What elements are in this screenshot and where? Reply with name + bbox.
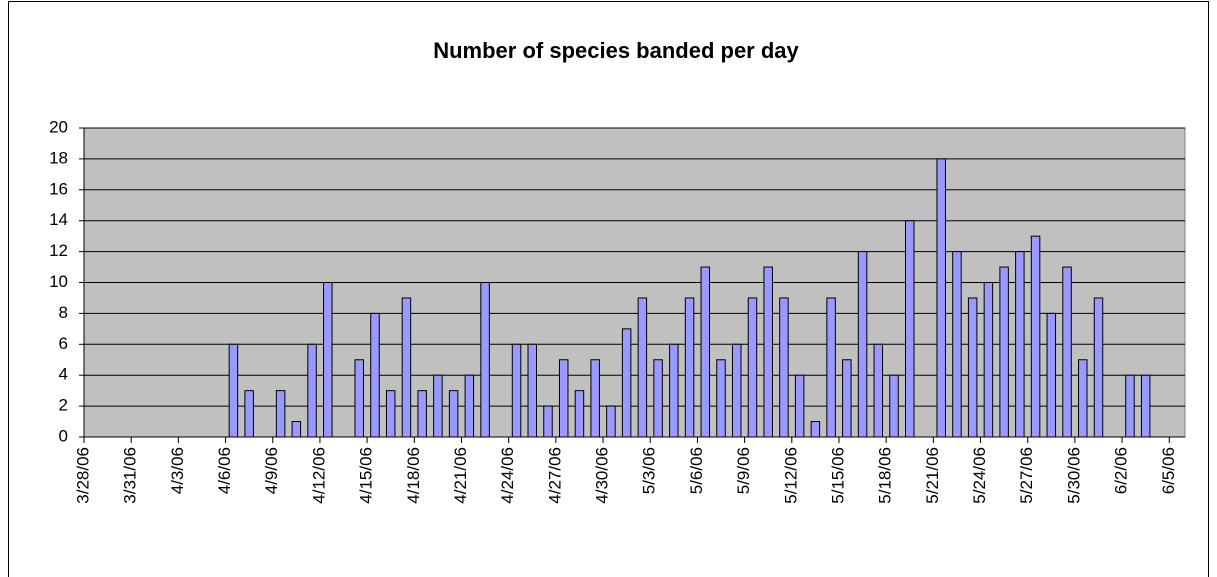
y-tick-label: 14 [49, 210, 68, 229]
x-tick-label: 4/9/06 [262, 447, 281, 494]
bar [527, 343, 538, 438]
bar [873, 343, 884, 438]
x-tick-label: 4/24/06 [498, 447, 517, 504]
x-tick-label: 5/21/06 [923, 447, 942, 504]
bar [857, 251, 868, 438]
x-tick-label: 3/28/06 [73, 447, 92, 504]
x-tick-label: 5/6/06 [687, 447, 706, 494]
x-tick-label: 3/31/06 [121, 447, 140, 504]
bar [731, 343, 742, 438]
bar [700, 266, 711, 438]
x-tick-label: 5/24/06 [970, 447, 989, 504]
x-tick-label: 4/12/06 [309, 447, 328, 504]
x-tick-label: 4/30/06 [593, 447, 612, 504]
x-tick-label: 4/21/06 [451, 447, 470, 504]
bar [1046, 312, 1057, 438]
bar [1062, 266, 1072, 438]
bar [716, 359, 726, 438]
bar [983, 282, 994, 438]
bar [1140, 374, 1151, 438]
bar [244, 390, 254, 438]
bar [323, 282, 333, 438]
bar [1015, 251, 1025, 438]
bar [464, 374, 475, 438]
y-tick-label: 6 [59, 334, 68, 353]
y-tick-label: 18 [49, 148, 68, 167]
x-tick-label: 5/27/06 [1017, 447, 1036, 504]
bar [370, 312, 380, 438]
bar [653, 359, 663, 438]
bar [448, 390, 459, 438]
bar [228, 343, 239, 438]
bar [826, 297, 836, 438]
bar [558, 359, 569, 438]
x-tick-label: 5/18/06 [876, 447, 895, 504]
x-tick-label: 4/3/06 [168, 447, 187, 494]
y-tick-label: 4 [59, 365, 68, 384]
bar [291, 421, 302, 438]
bar [779, 297, 789, 438]
bar [1030, 235, 1041, 438]
bar [574, 390, 585, 438]
x-tick-label: 6/2/06 [1112, 447, 1131, 494]
bar [417, 390, 427, 438]
bar [763, 266, 773, 438]
bar [275, 390, 286, 438]
x-tick-label: 4/18/06 [404, 447, 423, 504]
bar [307, 343, 317, 438]
bar [621, 328, 632, 438]
bar [747, 297, 758, 438]
x-tick-label: 5/15/06 [828, 447, 847, 504]
x-tick-label: 5/30/06 [1064, 447, 1083, 504]
bar [354, 359, 364, 438]
x-tick-label: 6/5/06 [1159, 447, 1178, 494]
bar [1125, 374, 1135, 438]
bar [684, 297, 695, 438]
y-tick-label: 0 [59, 426, 68, 445]
y-tick-label: 20 [49, 117, 68, 136]
bar [637, 297, 648, 438]
bar [401, 297, 412, 438]
bar [385, 390, 396, 438]
bar [480, 282, 490, 438]
bar [543, 405, 553, 438]
bar [889, 374, 899, 438]
y-tick-label: 12 [49, 241, 68, 260]
bar [936, 158, 946, 438]
x-tick-label: 5/3/06 [640, 447, 659, 494]
bar [905, 220, 915, 438]
y-tick-label: 2 [59, 396, 68, 415]
y-tick-label: 8 [59, 303, 68, 322]
bar [433, 374, 443, 438]
x-tick-label: 4/27/06 [545, 447, 564, 504]
bar [810, 421, 821, 438]
bar [511, 343, 522, 438]
x-tick-label: 5/9/06 [734, 447, 753, 494]
bar [1093, 297, 1104, 438]
y-tick-label: 16 [49, 179, 68, 198]
bar [952, 251, 962, 438]
bar [669, 343, 679, 438]
x-tick-label: 4/6/06 [215, 447, 234, 494]
bar [999, 266, 1009, 438]
x-tick-label: 4/15/06 [357, 447, 376, 504]
bar [1078, 359, 1088, 438]
chart-title: Number of species banded per day [433, 38, 799, 63]
y-tick-label: 10 [49, 272, 68, 291]
bar [967, 297, 978, 438]
bar [794, 374, 805, 438]
bar [590, 359, 600, 438]
bar [606, 405, 616, 438]
bar [842, 359, 852, 438]
x-tick-label: 5/12/06 [781, 447, 800, 504]
